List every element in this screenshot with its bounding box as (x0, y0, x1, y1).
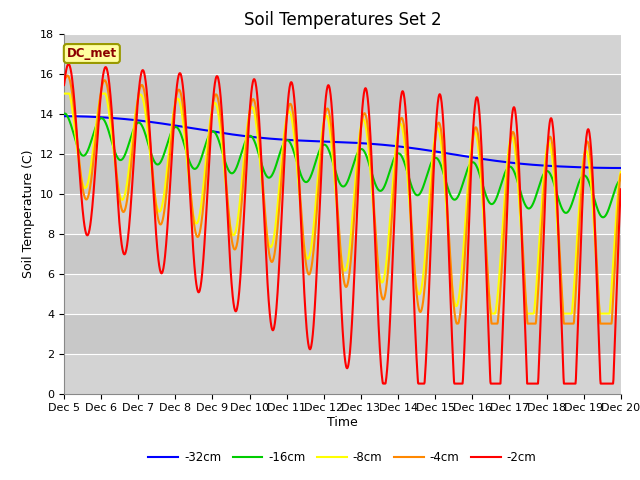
-2cm (429, 171, 437, 177)
-4cm (63, 72, 71, 78)
-16cm (599, 215, 607, 220)
Line: -2cm: -2cm (64, 64, 621, 384)
-2cm (617, 186, 625, 192)
Title: Soil Temperatures Set 2: Soil Temperatures Set 2 (244, 11, 441, 29)
-4cm (429, 160, 437, 166)
-2cm (380, 381, 387, 386)
X-axis label: Time: Time (327, 416, 358, 429)
Bar (64, 354, 621, 394)
-32cm (246, 134, 254, 140)
Bar (64, 313, 621, 354)
Y-axis label: Soil Temperature (C): Soil Temperature (C) (22, 149, 35, 278)
Bar (64, 274, 621, 313)
-16cm (551, 183, 559, 189)
-8cm (429, 152, 436, 157)
Bar (64, 114, 621, 154)
-8cm (60, 91, 68, 96)
-2cm (184, 160, 192, 166)
Bar (64, 234, 621, 274)
-32cm (60, 113, 68, 119)
Line: -4cm: -4cm (64, 75, 621, 324)
-4cm (246, 104, 254, 109)
-8cm (246, 107, 254, 113)
-8cm (184, 166, 191, 171)
-4cm (171, 104, 179, 109)
-8cm (170, 105, 178, 111)
-16cm (184, 154, 191, 159)
-16cm (502, 169, 509, 175)
-2cm (65, 61, 72, 67)
-4cm (453, 321, 461, 326)
-32cm (502, 159, 509, 165)
-2cm (502, 228, 510, 233)
-32cm (429, 148, 436, 154)
-2cm (171, 108, 179, 114)
-16cm (429, 157, 436, 163)
-4cm (60, 76, 68, 82)
Bar (64, 73, 621, 114)
-32cm (551, 163, 559, 169)
-4cm (617, 171, 625, 177)
Legend: -32cm, -16cm, -8cm, -4cm, -2cm: -32cm, -16cm, -8cm, -4cm, -2cm (144, 446, 541, 469)
-4cm (184, 159, 192, 165)
Bar (64, 34, 621, 73)
-4cm (552, 176, 559, 181)
Line: -8cm: -8cm (64, 94, 621, 313)
-2cm (246, 98, 254, 104)
Line: -32cm: -32cm (64, 116, 621, 168)
Line: -16cm: -16cm (64, 114, 621, 217)
-8cm (551, 187, 559, 193)
-16cm (170, 125, 178, 131)
-8cm (617, 169, 625, 175)
-8cm (488, 311, 495, 316)
Text: DC_met: DC_met (67, 47, 117, 60)
-2cm (552, 159, 559, 165)
-16cm (617, 177, 625, 183)
-4cm (502, 190, 510, 195)
Bar (64, 193, 621, 234)
Bar (64, 154, 621, 193)
-2cm (60, 82, 68, 88)
-32cm (170, 122, 178, 128)
-16cm (60, 111, 68, 117)
-8cm (502, 176, 509, 182)
-32cm (184, 125, 191, 131)
-32cm (617, 165, 625, 171)
-16cm (246, 133, 254, 139)
